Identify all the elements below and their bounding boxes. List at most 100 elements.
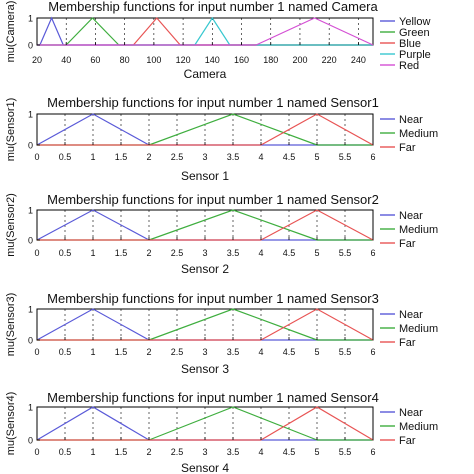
x-tick-label: 100 <box>146 55 161 65</box>
x-tick-label: 60 <box>90 55 100 65</box>
series-line-medium <box>148 209 318 241</box>
x-tick-label: 5 <box>314 248 319 258</box>
x-tick-label: 3.5 <box>227 152 240 162</box>
legend-label: Red <box>399 60 419 72</box>
x-tick-label: 1 <box>90 347 95 357</box>
chart-title: Membership functions for input number 1 … <box>48 0 378 14</box>
series-line-near <box>36 113 150 146</box>
x-tick-label: 3.5 <box>227 248 240 258</box>
legend-label: Near <box>399 210 423 222</box>
x-tick-label: 1.5 <box>115 347 128 357</box>
x-tick-label: 80 <box>120 55 130 65</box>
x-tick-label: 5.5 <box>339 347 352 357</box>
x-tick-label: 1.5 <box>115 152 128 162</box>
x-tick-label: 4 <box>258 248 263 258</box>
chart-panel: Membership functions for input number 1 … <box>5 192 438 276</box>
chart-title: Membership functions for input number 1 … <box>47 95 379 110</box>
x-axis-label: Sensor 3 <box>181 362 229 376</box>
x-axis-label: Sensor 2 <box>181 262 229 276</box>
x-tick-label: 220 <box>322 55 337 65</box>
chart-panel: Membership functions for input number 1 … <box>5 291 438 376</box>
x-tick-label: 2 <box>146 248 151 258</box>
x-tick-label: 1 <box>90 248 95 258</box>
legend-label: Green <box>399 27 430 39</box>
series-line-medium <box>148 308 318 341</box>
x-tick-label: 120 <box>176 55 191 65</box>
y-tick-label: 1 <box>28 206 33 216</box>
x-tick-label: 3.5 <box>227 447 240 457</box>
x-tick-label: 0 <box>34 152 39 162</box>
x-tick-label: 240 <box>351 55 366 65</box>
x-tick-label: 2.5 <box>171 152 184 162</box>
x-tick-label: 200 <box>292 55 307 65</box>
plot-area <box>36 17 374 46</box>
x-tick-label: 4 <box>258 152 263 162</box>
series-line-purple <box>194 16 231 46</box>
legend-label: Medium <box>399 323 438 335</box>
series-line-near <box>36 209 150 241</box>
y-tick-label: 0 <box>28 336 33 346</box>
y-tick-label: 1 <box>28 110 33 120</box>
x-tick-label: 3 <box>202 347 207 357</box>
x-tick-label: 0 <box>34 248 39 258</box>
legend-label: Yellow <box>399 16 430 28</box>
series-line-medium <box>148 113 318 146</box>
x-tick-label: 5 <box>314 152 319 162</box>
series-line-far <box>260 113 374 146</box>
x-tick-label: 180 <box>263 55 278 65</box>
x-tick-label: 6 <box>370 248 375 258</box>
x-tick-label: 2.5 <box>171 447 184 457</box>
legend-label: Purple <box>399 49 431 61</box>
y-axis-label: mu(Sensor3) <box>5 293 17 357</box>
y-tick-label: 1 <box>28 305 33 315</box>
series-line-blue <box>132 17 181 46</box>
x-tick-label: 2.5 <box>171 347 184 357</box>
legend-label: Far <box>399 238 416 250</box>
legend-label: Blue <box>399 38 421 50</box>
chart-panel: Membership functions for input number 1 … <box>5 95 438 183</box>
legend-label: Medium <box>399 421 438 433</box>
x-tick-label: 0.5 <box>59 152 72 162</box>
chart-title: Membership functions for input number 1 … <box>47 291 379 306</box>
x-tick-label: 4.5 <box>283 248 296 258</box>
legend-label: Near <box>399 114 423 126</box>
legend-label: Medium <box>399 224 438 236</box>
y-axis-label: mu(Sensor2) <box>5 193 17 257</box>
y-tick-label: 0 <box>28 236 33 246</box>
x-tick-label: 4 <box>258 447 263 457</box>
y-tick-label: 0 <box>28 436 33 446</box>
series-line-far <box>260 209 374 241</box>
x-axis-label: Sensor 4 <box>181 461 229 474</box>
x-tick-label: 0 <box>34 347 39 357</box>
y-tick-label: 1 <box>28 403 33 413</box>
x-tick-label: 6 <box>370 447 375 457</box>
chart-panel: Membership functions for input number 1 … <box>5 0 431 81</box>
x-tick-label: 4.5 <box>283 347 296 357</box>
y-axis-label: mu(Sensor1) <box>5 98 17 162</box>
x-tick-label: 5.5 <box>339 447 352 457</box>
x-tick-label: 4.5 <box>283 447 296 457</box>
series-line-far <box>260 406 374 441</box>
x-tick-label: 1.5 <box>115 248 128 258</box>
x-tick-label: 6 <box>370 347 375 357</box>
series-line-red <box>255 17 374 46</box>
x-tick-label: 1 <box>90 447 95 457</box>
series-line-far <box>260 308 374 341</box>
y-axis-label: mu(Sensor4) <box>5 392 17 456</box>
chart-title: Membership functions for input number 1 … <box>47 192 379 207</box>
x-tick-label: 1 <box>90 152 95 162</box>
x-tick-label: 2 <box>146 347 151 357</box>
x-tick-label: 3 <box>202 248 207 258</box>
x-tick-label: 6 <box>370 152 375 162</box>
legend-label: Near <box>399 407 423 419</box>
x-tick-label: 160 <box>234 55 249 65</box>
legend-label: Medium <box>399 128 438 140</box>
series-line-near <box>36 406 150 441</box>
y-tick-label: 0 <box>28 141 33 151</box>
x-tick-label: 0.5 <box>59 248 72 258</box>
x-tick-label: 0.5 <box>59 447 72 457</box>
x-tick-label: 0.5 <box>59 347 72 357</box>
legend-label: Far <box>399 337 416 349</box>
x-tick-label: 5.5 <box>339 152 352 162</box>
